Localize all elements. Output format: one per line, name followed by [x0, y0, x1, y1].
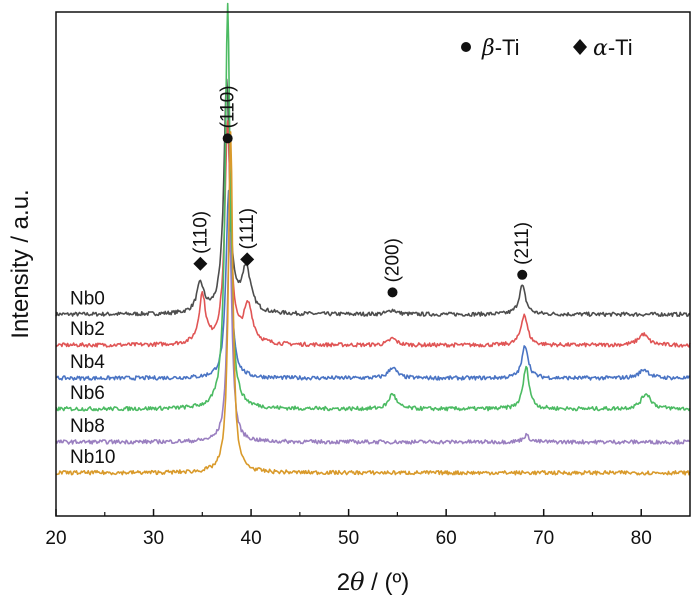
peak-annotation-1: (110)	[190, 211, 211, 271]
series-label-nb10: Nb10	[70, 447, 115, 468]
peak-label: (211)	[512, 222, 533, 265]
series-line-nb8	[55, 231, 691, 445]
y-axis-label: Intensity / a.u.	[7, 189, 34, 338]
peak-label: (111)	[237, 208, 258, 250]
series-line-nb10	[56, 131, 691, 476]
series-line-nb6	[55, 2, 691, 412]
legend: β-Ti α-Ti	[461, 35, 633, 61]
series-label-nb0: Nb0	[70, 288, 105, 309]
legend-beta-label: β-Ti	[481, 35, 520, 61]
peak-label: (110)	[190, 211, 211, 254]
plot-frame	[55, 11, 691, 517]
series-label-nb8: Nb8	[70, 416, 105, 437]
alpha-marker	[193, 256, 208, 271]
peak-label: (200)	[383, 238, 404, 282]
legend-beta-marker	[461, 42, 471, 52]
alpha-marker	[240, 252, 255, 267]
beta-marker	[517, 269, 528, 280]
beta-marker	[387, 287, 398, 298]
x-axis-label: 2θ / (º)	[337, 568, 410, 596]
x-tick-label-50: 50	[338, 528, 359, 549]
series-label-nb6: Nb6	[70, 383, 105, 404]
series-line-nb4	[55, 189, 691, 381]
beta-marker	[222, 133, 233, 144]
peak-annotation-2: (111)	[237, 208, 258, 267]
series-line-nb2	[55, 120, 691, 348]
legend-alpha-marker	[573, 39, 587, 55]
series-label-nb2: Nb2	[70, 319, 105, 340]
x-tick-label-80: 80	[631, 528, 652, 549]
x-tick-label-30: 30	[143, 528, 164, 549]
series-line-nb0	[55, 78, 691, 318]
x-tick-label-60: 60	[436, 528, 457, 549]
x-axis: 20 30 40 50 60 70 80	[45, 509, 652, 549]
series-labels: Nb0 Nb2 Nb4 Nb6 Nb8 Nb10	[70, 288, 115, 467]
peak-annotations: (110) (110) (111) (200) (211)	[190, 85, 533, 298]
peak-annotation-3: (200)	[383, 238, 404, 298]
x-tick-label-20: 20	[45, 528, 66, 549]
x-tick-label-40: 40	[241, 528, 262, 549]
x-tick-label-70: 70	[533, 528, 554, 549]
series-label-nb4: Nb4	[70, 352, 105, 373]
legend-alpha-label: α-Ti	[593, 35, 633, 61]
peak-label: (110)	[218, 85, 239, 128]
peak-annotation-4: (211)	[512, 222, 533, 280]
peak-annotation-0: (110)	[218, 85, 239, 144]
series-layer	[55, 2, 691, 476]
